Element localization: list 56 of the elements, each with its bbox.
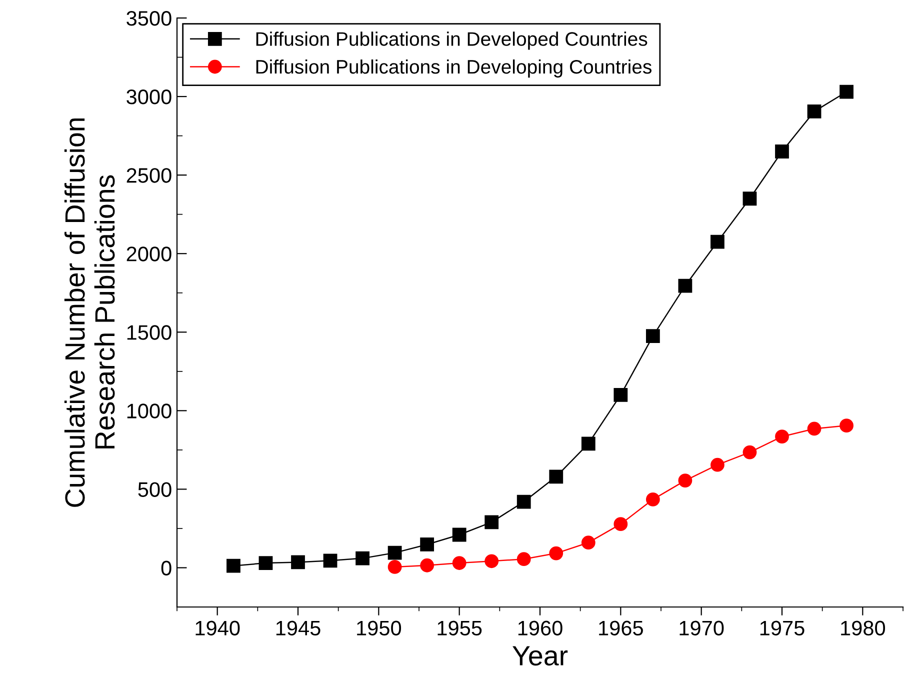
point	[710, 458, 724, 472]
point	[840, 84, 854, 99]
x-tick-label: 1980	[841, 620, 886, 636]
y-axis-title: Cumulative Number of Diffusion Research Publications	[64, 118, 115, 507]
x-tick-label: 1975	[760, 620, 804, 636]
x-tick-label: 1955	[438, 620, 482, 636]
y-tick-label: 500	[138, 482, 172, 497]
point	[646, 329, 660, 344]
y-tick-label: 3000	[126, 90, 172, 104]
point	[420, 558, 434, 572]
x-tick-label: 1965	[599, 620, 643, 636]
point	[581, 436, 596, 451]
legend-label: Diffusion Publications in Developed Countries	[256, 32, 648, 50]
point	[323, 554, 338, 568]
x-tick-label: 1970	[680, 620, 724, 636]
x-tick-label: 1945	[276, 620, 320, 636]
point	[484, 515, 499, 530]
y-tick-label: 2000	[126, 246, 172, 262]
point	[420, 538, 434, 552]
y-tick-label: 0	[161, 560, 172, 576]
x-axis-title: Year	[512, 646, 568, 666]
point	[742, 445, 757, 460]
point	[678, 278, 692, 293]
point	[484, 554, 499, 568]
legend-label: Diffusion Publications in Developing Countries	[256, 59, 652, 78]
y-tick-label: 3500	[126, 11, 172, 26]
point	[775, 430, 789, 444]
point	[775, 144, 789, 158]
point	[226, 558, 240, 573]
point	[742, 192, 757, 206]
point	[581, 536, 596, 550]
y-tick-label: 1000	[127, 404, 172, 418]
point	[807, 104, 822, 118]
point	[614, 388, 628, 402]
point	[614, 517, 628, 532]
point	[291, 555, 305, 570]
x-tick-label: 1940	[196, 620, 240, 636]
point	[388, 546, 402, 560]
x-tick-label: 1950	[357, 620, 402, 636]
point	[388, 560, 402, 574]
point	[710, 234, 724, 249]
point	[452, 528, 466, 542]
y-tick-label: 1500	[127, 325, 172, 340]
x-tick-label: 1960	[518, 620, 562, 636]
point	[452, 556, 466, 570]
point	[356, 551, 370, 566]
point	[549, 470, 564, 484]
point	[549, 546, 564, 560]
point	[646, 492, 660, 506]
point	[678, 474, 692, 488]
point	[516, 494, 531, 509]
y-tick-label: 2500	[126, 168, 172, 183]
point	[258, 556, 273, 570]
point	[840, 418, 854, 433]
point	[516, 552, 531, 566]
point	[807, 422, 822, 436]
